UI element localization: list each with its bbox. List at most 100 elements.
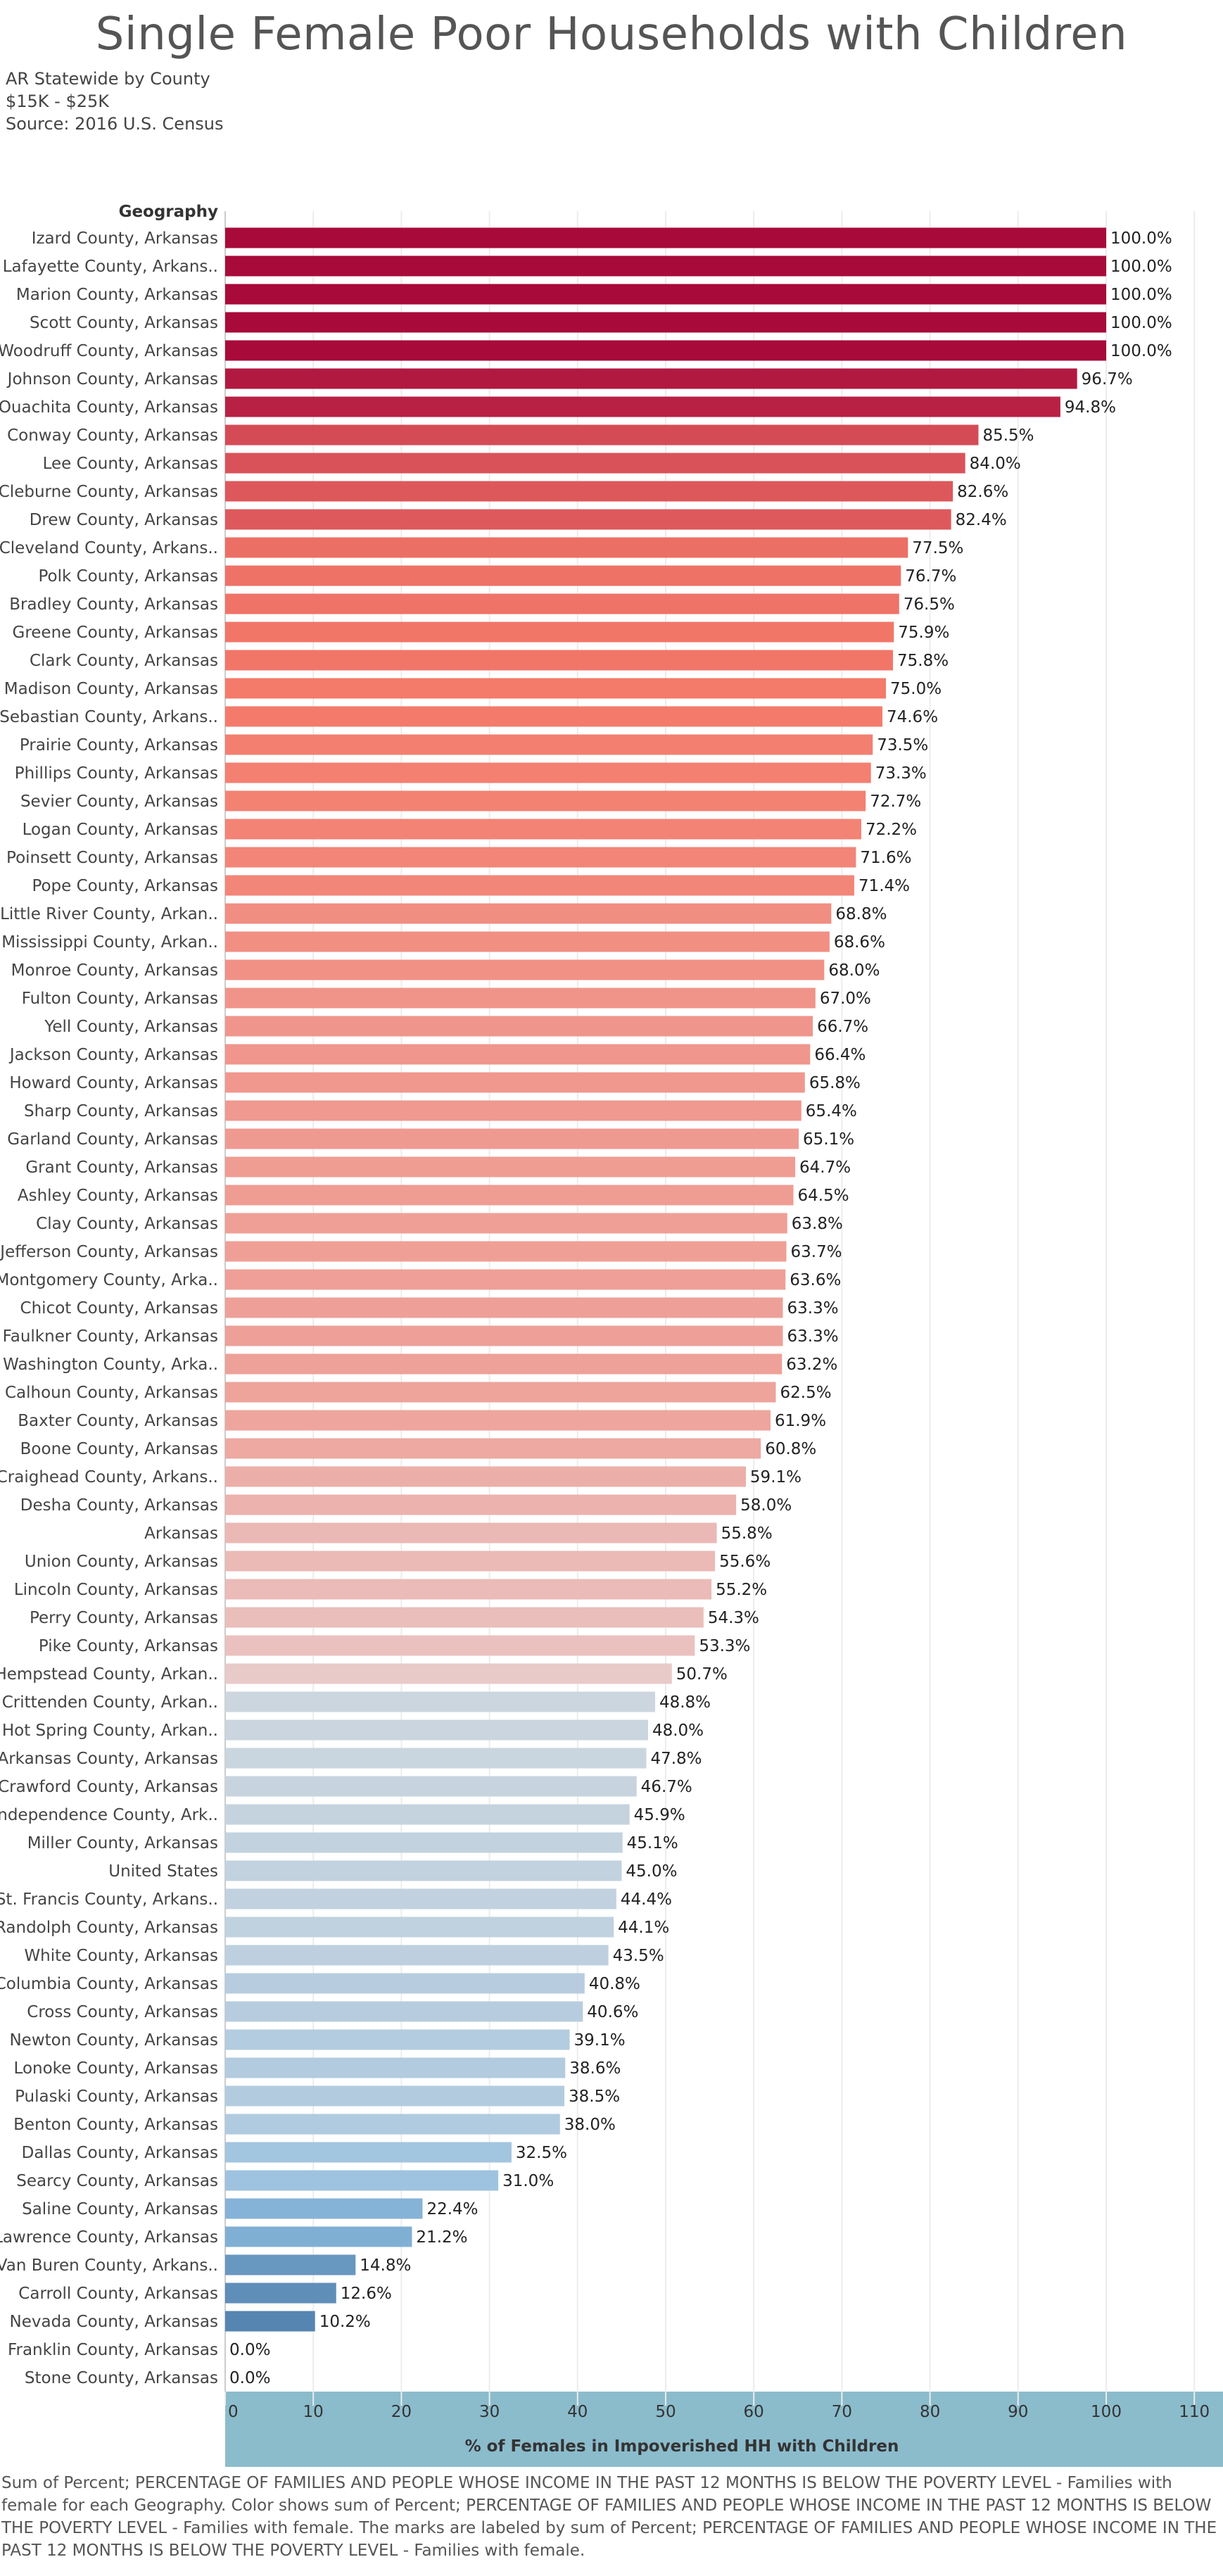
- bar[interactable]: [225, 2283, 336, 2304]
- bar-row[interactable]: Jackson County, Arkansas 66.4%: [8, 1044, 866, 1065]
- bar[interactable]: [225, 1044, 811, 1065]
- bar[interactable]: [225, 875, 854, 896]
- bar[interactable]: [225, 368, 1077, 389]
- bar[interactable]: [225, 2198, 423, 2219]
- bar[interactable]: [225, 1353, 782, 1375]
- bar[interactable]: [225, 424, 979, 446]
- bar-row[interactable]: Searcy County, Arkansas 31.0%: [16, 2170, 554, 2191]
- bar-row[interactable]: Woodruff County, Arkansas 100.0%: [0, 340, 1172, 361]
- bar[interactable]: [225, 2142, 512, 2163]
- bar[interactable]: [225, 1466, 746, 1487]
- bar[interactable]: [225, 1804, 630, 1825]
- bar-row[interactable]: Lee County, Arkansas 84.0%: [43, 453, 1021, 474]
- bar[interactable]: [225, 1382, 776, 1403]
- bar[interactable]: [225, 537, 908, 558]
- bar-row[interactable]: Scott County, Arkansas 100.0%: [30, 312, 1172, 333]
- bar-row[interactable]: Stone County, Arkansas 0.0%: [25, 2369, 271, 2387]
- bar-row[interactable]: Yell County, Arkansas 66.7%: [44, 1016, 868, 1037]
- bar[interactable]: [225, 1945, 609, 1966]
- bar-row[interactable]: Pulaski County, Arkansas 38.5%: [15, 2085, 620, 2107]
- bar-row[interactable]: Garland County, Arkansas 65.1%: [7, 1128, 854, 1149]
- bar[interactable]: [225, 509, 951, 530]
- bar[interactable]: [225, 2114, 560, 2135]
- bar-row[interactable]: Jefferson County, Arkansas 63.7%: [0, 1241, 842, 1262]
- bar-row[interactable]: Baxter County, Arkansas 61.9%: [18, 1410, 826, 1431]
- bar-row[interactable]: Ouachita County, Arkansas 94.8%: [0, 396, 1116, 417]
- bar-row[interactable]: Desha County, Arkansas 58.0%: [20, 1494, 792, 1515]
- bar[interactable]: [225, 1269, 786, 1290]
- bar-row[interactable]: Crittenden County, Arkan.. 48.8%: [2, 1691, 711, 1712]
- bar-row[interactable]: Clay County, Arkansas 63.8%: [36, 1213, 843, 1234]
- bar[interactable]: [225, 2170, 499, 2191]
- bar[interactable]: [225, 931, 830, 952]
- bar-row[interactable]: Calhoun County, Arkansas 62.5%: [5, 1382, 832, 1403]
- bar-row[interactable]: Arkansas 55.8%: [144, 1522, 773, 1543]
- bar[interactable]: [225, 2001, 583, 2022]
- bar-row[interactable]: Faulkner County, Arkansas 63.3%: [3, 1325, 839, 1346]
- bar-row[interactable]: Mississippi County, Arkan.. 68.6%: [1, 931, 885, 952]
- bar[interactable]: [225, 453, 965, 474]
- bar-row[interactable]: Phillips County, Arkansas 73.3%: [15, 762, 927, 783]
- bar[interactable]: [225, 1016, 813, 1037]
- bar-row[interactable]: Randolph County, Arkansas 44.1%: [0, 1917, 669, 1938]
- bar-row[interactable]: Drew County, Arkansas 82.4%: [30, 509, 1007, 530]
- bar[interactable]: [225, 706, 882, 727]
- bar[interactable]: [225, 2029, 570, 2050]
- bar[interactable]: [225, 340, 1106, 361]
- bar-row[interactable]: Madison County, Arkansas 75.0%: [4, 678, 942, 699]
- bar[interactable]: [225, 1748, 647, 1769]
- bar[interactable]: [225, 1156, 796, 1177]
- bar-row[interactable]: White County, Arkansas 43.5%: [24, 1945, 664, 1966]
- bar-row[interactable]: Newton County, Arkansas 39.1%: [9, 2029, 626, 2050]
- bar[interactable]: [225, 1691, 655, 1712]
- bar-row[interactable]: Union County, Arkansas 55.6%: [25, 1551, 771, 1572]
- bar-row[interactable]: Little River County, Arkan.. 68.8%: [0, 903, 887, 924]
- bar[interactable]: [225, 312, 1106, 333]
- bar[interactable]: [225, 1241, 787, 1262]
- bar-row[interactable]: Clark County, Arkansas 75.8%: [30, 650, 949, 671]
- bar[interactable]: [225, 481, 953, 502]
- bar[interactable]: [225, 227, 1106, 248]
- bar-row[interactable]: Polk County, Arkansas 76.7%: [38, 565, 956, 586]
- bar[interactable]: [225, 650, 894, 671]
- bar[interactable]: [225, 1888, 616, 1909]
- bar[interactable]: [225, 1973, 585, 1994]
- bar-row[interactable]: Cleveland County, Arkans.. 77.5%: [0, 537, 963, 558]
- bar-row[interactable]: Montgomery County, Arka.. 63.6%: [0, 1269, 841, 1290]
- bar-row[interactable]: Lincoln County, Arkansas 55.2%: [14, 1579, 767, 1600]
- bar-row[interactable]: Perry County, Arkansas 54.3%: [30, 1607, 759, 1628]
- bar[interactable]: [225, 1072, 805, 1093]
- bar[interactable]: [225, 1410, 771, 1431]
- bar[interactable]: [225, 1719, 648, 1741]
- bar[interactable]: [225, 593, 899, 614]
- bar-row[interactable]: Lawrence County, Arkansas 21.2%: [0, 2226, 468, 2247]
- bar-row[interactable]: Logan County, Arkansas 72.2%: [23, 819, 917, 840]
- bar[interactable]: [225, 1860, 622, 1881]
- bar[interactable]: [225, 1438, 761, 1459]
- bar[interactable]: [225, 2226, 412, 2247]
- bar[interactable]: [225, 255, 1106, 277]
- bar[interactable]: [225, 903, 832, 924]
- bar[interactable]: [225, 1832, 623, 1853]
- bar[interactable]: [225, 1635, 695, 1656]
- bar-row[interactable]: St. Francis County, Arkans.. 44.4%: [0, 1888, 672, 1909]
- bar-row[interactable]: Poinsett County, Arkansas 71.6%: [6, 847, 912, 868]
- bar[interactable]: [225, 1917, 614, 1938]
- bar[interactable]: [225, 2254, 356, 2275]
- bar[interactable]: [225, 959, 825, 980]
- bar-row[interactable]: Benton County, Arkansas 38.0%: [13, 2114, 616, 2135]
- bar-row[interactable]: Izard County, Arkansas 100.0%: [32, 227, 1172, 248]
- bar[interactable]: [225, 1185, 794, 1206]
- bar[interactable]: [225, 1607, 704, 1628]
- bar-row[interactable]: Sevier County, Arkansas 72.7%: [20, 790, 921, 812]
- bar-row[interactable]: Prairie County, Arkansas 73.5%: [20, 734, 928, 755]
- bar-row[interactable]: United States 45.0%: [108, 1860, 677, 1881]
- bar[interactable]: [225, 1213, 787, 1234]
- bar-row[interactable]: Fulton County, Arkansas 67.0%: [22, 987, 871, 1009]
- bar[interactable]: [225, 1128, 799, 1149]
- bar[interactable]: [225, 734, 873, 755]
- bar-row[interactable]: Grant County, Arkansas 64.7%: [25, 1156, 851, 1177]
- bar[interactable]: [225, 819, 861, 840]
- bar[interactable]: [225, 1776, 637, 1797]
- bar-row[interactable]: Miller County, Arkansas 45.1%: [27, 1832, 678, 1853]
